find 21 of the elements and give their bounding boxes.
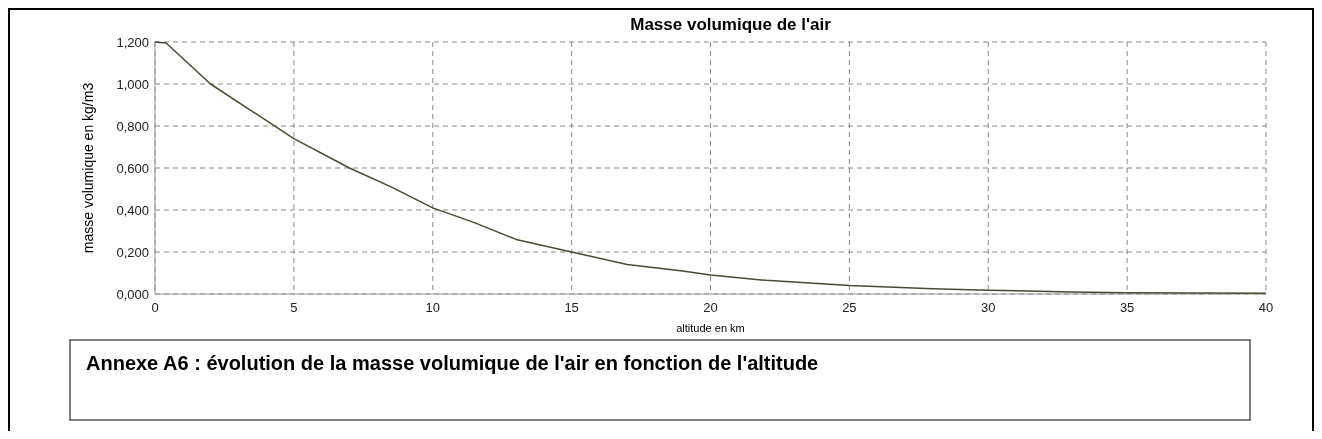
y-tick-label: 1,000 (116, 76, 149, 92)
x-tick-label: 40 (1258, 300, 1274, 315)
x-tick-label: 0 (151, 300, 159, 315)
y-tick-label: 1,200 (116, 34, 149, 50)
x-tick-label: 25 (842, 300, 857, 315)
chart-title: Masse volumique de l'air (630, 15, 832, 34)
y-tick-label: 0,800 (116, 118, 149, 134)
line-series (154, 41, 1267, 294)
text: Annexe A6 : évolution de la masse volumique de l'air en fonction de l'altitude (86, 352, 819, 374)
y-axis-title: masse volumique en kg/m3 (80, 82, 96, 254)
x-tick-label: 10 (425, 300, 440, 315)
x-tick-label: 35 (1119, 300, 1135, 315)
y-tick-label: 0,200 (116, 244, 149, 260)
y-tick-label: 0,600 (116, 160, 149, 176)
x-tick-label: 30 (981, 300, 996, 315)
x-tick-label: 20 (703, 300, 718, 315)
y-tick-label: 0,000 (116, 286, 149, 302)
x-tick-label: 15 (564, 300, 579, 315)
x-tick-label: 5 (290, 300, 298, 315)
x-axis-title: altitude en km (676, 322, 745, 334)
y-tick-label: 0,400 (116, 202, 149, 218)
